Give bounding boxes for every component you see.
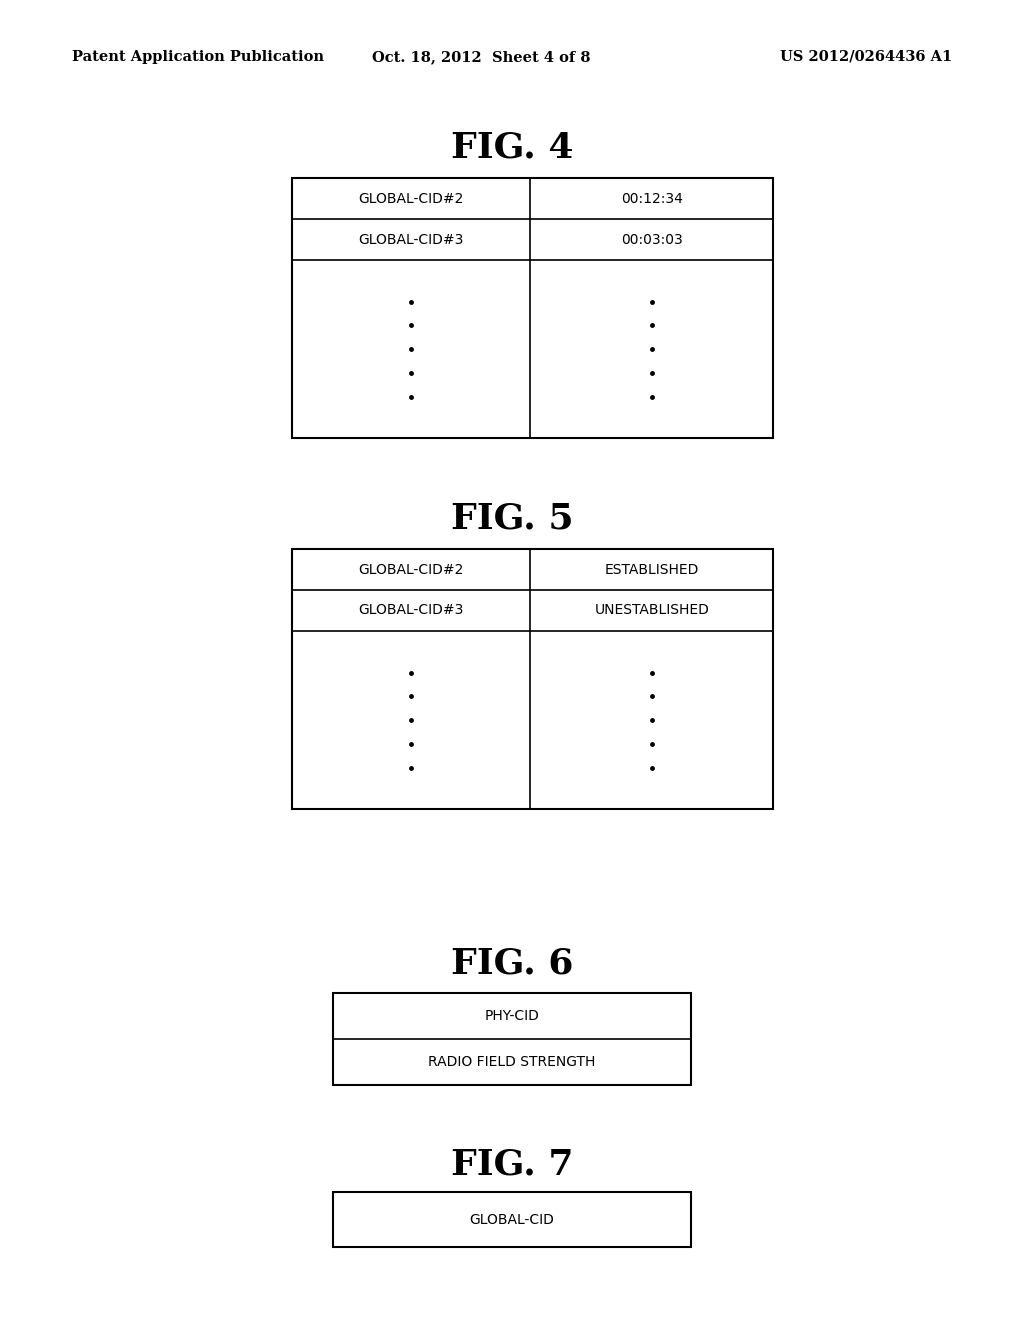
Bar: [292, 178, 773, 438]
Bar: [333, 1192, 691, 1247]
Text: GLOBAL-CID#3: GLOBAL-CID#3: [358, 603, 464, 618]
Text: FIG. 6: FIG. 6: [451, 946, 573, 981]
Text: GLOBAL-CID: GLOBAL-CID: [470, 1213, 554, 1226]
Text: FIG. 4: FIG. 4: [451, 131, 573, 165]
Text: Patent Application Publication: Patent Application Publication: [72, 50, 324, 63]
Text: FIG. 5: FIG. 5: [451, 502, 573, 536]
Text: Oct. 18, 2012  Sheet 4 of 8: Oct. 18, 2012 Sheet 4 of 8: [372, 50, 591, 63]
Text: 00:03:03: 00:03:03: [621, 232, 683, 247]
Text: GLOBAL-CID#3: GLOBAL-CID#3: [358, 232, 464, 247]
Text: RADIO FIELD STRENGTH: RADIO FIELD STRENGTH: [428, 1055, 596, 1069]
Text: PHY-CID: PHY-CID: [484, 1008, 540, 1023]
Text: UNESTABLISHED: UNESTABLISHED: [594, 603, 710, 618]
Text: 00:12:34: 00:12:34: [621, 191, 683, 206]
Text: FIG. 7: FIG. 7: [451, 1147, 573, 1181]
Bar: [292, 549, 773, 809]
Text: ESTABLISHED: ESTABLISHED: [604, 562, 699, 577]
Bar: [333, 993, 691, 1085]
Text: US 2012/0264436 A1: US 2012/0264436 A1: [780, 50, 952, 63]
Text: GLOBAL-CID#2: GLOBAL-CID#2: [358, 191, 464, 206]
Text: GLOBAL-CID#2: GLOBAL-CID#2: [358, 562, 464, 577]
